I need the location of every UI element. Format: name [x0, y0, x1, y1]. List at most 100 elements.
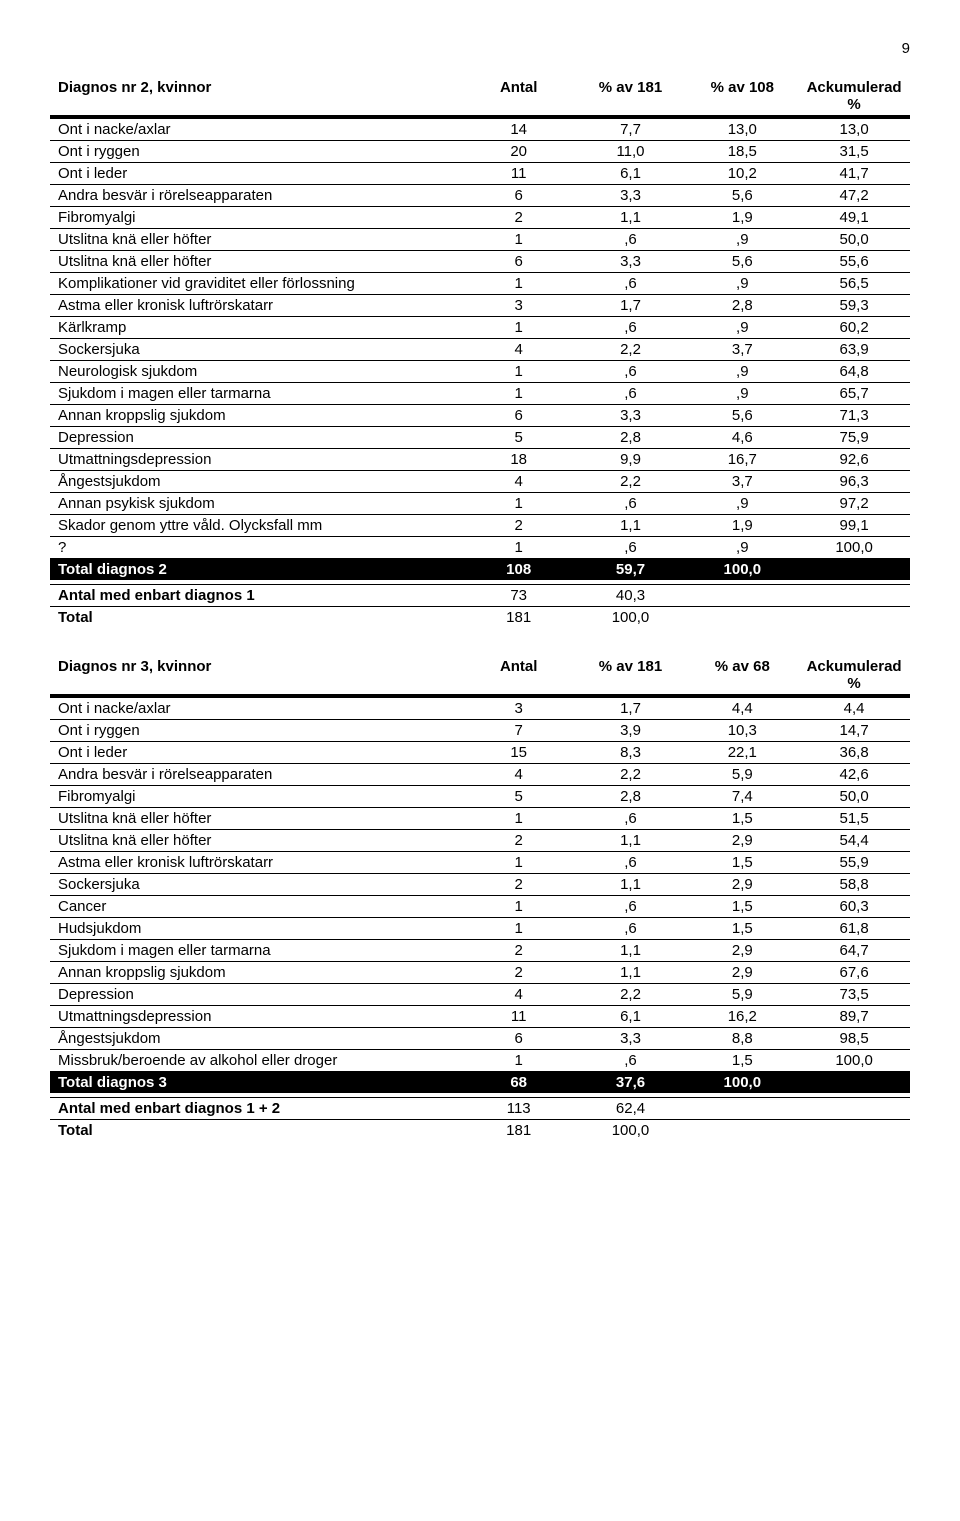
table-row: Depression52,84,675,9	[50, 427, 910, 449]
cell: Ont i ryggen	[50, 141, 463, 163]
cell: 1,9	[686, 207, 798, 229]
table-row: Annan psykisk sjukdom1,6,997,2	[50, 493, 910, 515]
cell: 50,0	[798, 786, 910, 808]
cell: 50,0	[798, 229, 910, 251]
cell: 65,7	[798, 383, 910, 405]
table-row: Utmattningsdepression116,116,289,7	[50, 1006, 910, 1028]
cell: 6	[463, 1028, 575, 1050]
cell: 58,8	[798, 874, 910, 896]
cell: 41,7	[798, 163, 910, 185]
cell: Andra besvär i rörelseapparaten	[50, 764, 463, 786]
cell: 1,1	[575, 962, 687, 984]
table-row: ?1,6,9100,0	[50, 537, 910, 559]
cell: 2,2	[575, 984, 687, 1006]
cell: 55,6	[798, 251, 910, 273]
cell: Ont i ryggen	[50, 720, 463, 742]
cell: 1,5	[686, 918, 798, 940]
cell: 4	[463, 471, 575, 493]
cell: ,9	[686, 229, 798, 251]
cell: 100,0	[798, 537, 910, 559]
cell: Ont i leder	[50, 742, 463, 764]
cell: ,6	[575, 852, 687, 874]
cell: ?	[50, 537, 463, 559]
cell: Total	[50, 607, 463, 629]
cell: Skador genom yttre våld. Olycksfall mm	[50, 515, 463, 537]
table-row: Fibromyalgi52,87,450,0	[50, 786, 910, 808]
page-number: 9	[50, 40, 910, 57]
table-row: Depression42,25,973,5	[50, 984, 910, 1006]
cell: 14,7	[798, 720, 910, 742]
cell: 62,4	[575, 1098, 687, 1120]
col-header: Ackumulerad %	[798, 656, 910, 694]
cell: 31,5	[798, 141, 910, 163]
table-row: Ångestsjukdom63,38,898,5	[50, 1028, 910, 1050]
cell: 1	[463, 317, 575, 339]
cell: 1	[463, 537, 575, 559]
cell: Utmattningsdepression	[50, 1006, 463, 1028]
cell: 4,6	[686, 427, 798, 449]
table-row: Ont i ryggen73,910,314,7	[50, 720, 910, 742]
cell: 59,3	[798, 295, 910, 317]
cell: Antal med enbart diagnos 1 + 2	[50, 1098, 463, 1120]
cell: Neurologisk sjukdom	[50, 361, 463, 383]
cell: 1,7	[575, 295, 687, 317]
cell: Ont i nacke/axlar	[50, 119, 463, 141]
cell: Total diagnos 2	[50, 559, 463, 581]
cell: 40,3	[575, 585, 687, 607]
table-row: Antal med enbart diagnos 17340,3	[50, 585, 910, 607]
cell: 1	[463, 1050, 575, 1072]
table-row: Sockersjuka42,23,763,9	[50, 339, 910, 361]
cell: Total	[50, 1120, 463, 1142]
cell: ,9	[686, 317, 798, 339]
table-row: Utslitna knä eller höfter21,12,954,4	[50, 830, 910, 852]
cell: 6	[463, 251, 575, 273]
cell: Andra besvär i rörelseapparaten	[50, 185, 463, 207]
cell: 13,0	[798, 119, 910, 141]
cell: 108	[463, 559, 575, 581]
cell: 18,5	[686, 141, 798, 163]
table-row: Ont i nacke/axlar31,74,44,4	[50, 698, 910, 720]
cell: 14	[463, 119, 575, 141]
cell: 6,1	[575, 163, 687, 185]
cell: 2	[463, 515, 575, 537]
cell: 2	[463, 207, 575, 229]
cell: 11	[463, 163, 575, 185]
cell: 10,3	[686, 720, 798, 742]
cell	[686, 1098, 798, 1120]
cell: Sockersjuka	[50, 874, 463, 896]
cell: 1,5	[686, 808, 798, 830]
cell: Sockersjuka	[50, 339, 463, 361]
col-header: Antal	[463, 77, 575, 115]
cell: 3	[463, 698, 575, 720]
table-row: Utmattningsdepression189,916,792,6	[50, 449, 910, 471]
table-row: Sjukdom i magen eller tarmarna21,12,964,…	[50, 940, 910, 962]
total-row: Total diagnos 36837,6100,0	[50, 1072, 910, 1094]
cell: 47,2	[798, 185, 910, 207]
cell	[798, 1120, 910, 1142]
cell: 3,3	[575, 251, 687, 273]
cell: 113	[463, 1098, 575, 1120]
cell: 22,1	[686, 742, 798, 764]
cell: Utslitna knä eller höfter	[50, 229, 463, 251]
table-row: Ont i ryggen2011,018,531,5	[50, 141, 910, 163]
cell: ,9	[686, 383, 798, 405]
col-header: Diagnos nr 2, kvinnor	[50, 77, 463, 115]
cell: 1	[463, 852, 575, 874]
cell: 71,3	[798, 405, 910, 427]
cell: 2,9	[686, 962, 798, 984]
cell: ,6	[575, 896, 687, 918]
cell: Utslitna knä eller höfter	[50, 251, 463, 273]
table-row: Ont i leder116,110,241,7	[50, 163, 910, 185]
cell: 5,9	[686, 984, 798, 1006]
cell: 16,2	[686, 1006, 798, 1028]
cell: 16,7	[686, 449, 798, 471]
cell: 1	[463, 896, 575, 918]
cell: ,9	[686, 361, 798, 383]
cell: Ångestsjukdom	[50, 1028, 463, 1050]
cell: 6	[463, 405, 575, 427]
cell: 56,5	[798, 273, 910, 295]
cell: 1	[463, 361, 575, 383]
cell: Komplikationer vid graviditet eller förl…	[50, 273, 463, 295]
cell: Total diagnos 3	[50, 1072, 463, 1094]
cell: 20	[463, 141, 575, 163]
